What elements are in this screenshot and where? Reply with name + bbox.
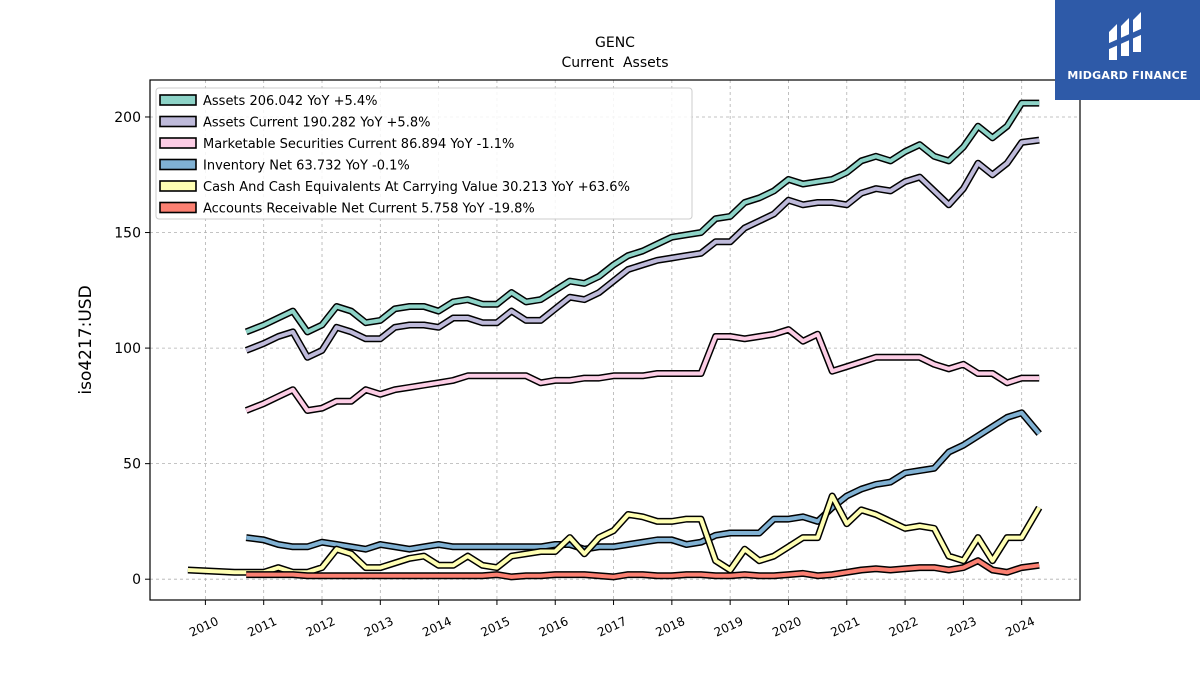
series-line [245,101,1040,334]
y-tick-label: 200 [114,110,141,126]
series-line [245,410,1041,552]
y-axis-label: iso4217:USD [76,285,96,394]
series-line [187,494,1041,575]
midgard-logo-icon [1107,12,1143,60]
legend-label: Accounts Receivable Net Current 5.758 Yo… [203,202,535,217]
legend-label: Assets Current 190.282 YoY +5.8% [203,116,430,131]
x-tick-label: 2016 [537,614,571,640]
y-tick-label: 50 [123,457,141,473]
y-tick-label: 100 [114,341,141,357]
legend-box [155,87,693,220]
y-tick-label: 0 [132,572,141,588]
chart-subtitle: Current Assets [561,55,668,71]
x-tick-label: 2013 [362,614,396,640]
series-line [245,138,1040,360]
legend-label: Inventory Net 63.732 YoY -0.1% [203,159,410,174]
legend-swatch [159,201,197,214]
x-tick-label: 2019 [712,614,746,640]
chart-title: GENC [595,35,635,51]
x-tick-label: 2015 [479,614,513,640]
x-tick-label: 2010 [187,614,221,640]
x-tick-label: 2018 [654,614,688,640]
series-line [245,327,1040,413]
brand-logo: MIDGARD FINANCE [1055,0,1200,100]
legend-swatch [159,94,197,106]
x-tick-label: 2014 [420,614,454,640]
brand-name: MIDGARD FINANCE [1067,69,1188,82]
legend-swatch [159,158,197,171]
legend-label: Marketable Securities Current 86.894 YoY… [203,137,514,152]
legend-swatch [159,180,197,192]
x-tick-label: 2017 [595,614,629,640]
legend-swatch [159,137,197,149]
x-tick-label: 2012 [304,614,338,640]
x-tick-label: 2020 [770,614,804,640]
plot-frame [149,79,1081,601]
x-tick-label: 2021 [828,614,862,640]
legend-label: Assets 206.042 YoY +5.4% [203,94,378,109]
y-tick-label: 150 [114,226,141,242]
legend: Assets 206.042 YoY +5.4% Assets Current 1… [155,87,693,220]
legend-label: Cash And Cash Equivalents At Carrying Va… [203,180,630,195]
legend-swatch [159,115,197,128]
grid [150,80,1080,600]
series-layer [187,99,1043,581]
x-tick-label: 2024 [1003,614,1037,640]
x-tick-label: 2023 [945,614,979,640]
series-line [246,558,1040,579]
x-tick-label: 2011 [245,614,279,640]
x-tick-label: 2022 [887,614,921,640]
